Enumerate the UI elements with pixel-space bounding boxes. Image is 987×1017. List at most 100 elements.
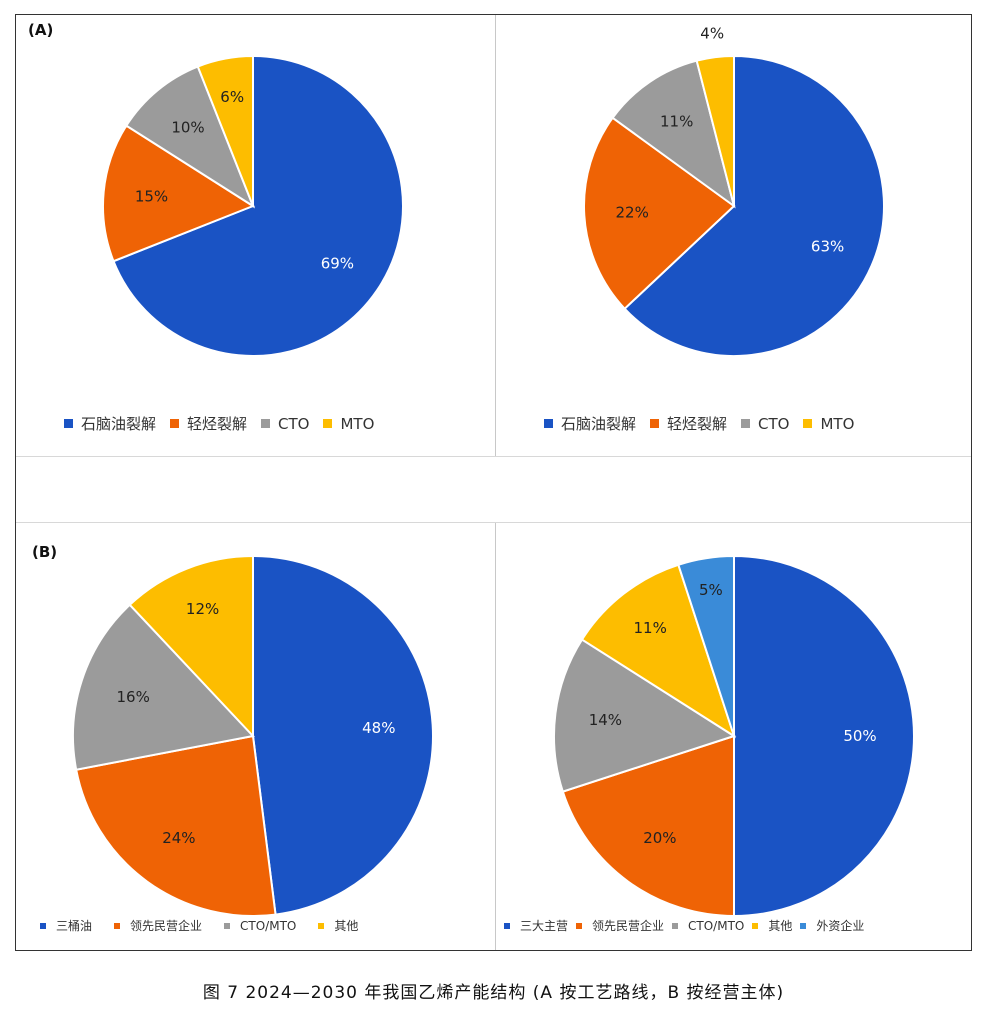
- panel-divider: [16, 522, 971, 523]
- legend-swatch: [261, 419, 271, 428]
- legend-item: 领先民营企业: [114, 917, 202, 934]
- legend-item: 三桶油: [40, 917, 92, 934]
- pie-data-label: 11%: [660, 113, 693, 131]
- pie-chart-a-right: 63% 22% 11% 4%: [583, 24, 885, 357]
- pie-slice: [128, 554, 254, 739]
- legend-swatch: [741, 419, 751, 428]
- pie-data-label: 69%: [321, 254, 354, 272]
- pie-data-label: 4%: [700, 24, 724, 42]
- legend-label: 领先民营企业: [592, 919, 665, 933]
- legend-item: 其他: [318, 917, 358, 934]
- legend-swatch: [318, 922, 325, 929]
- pie-data-label: 6%: [220, 88, 244, 106]
- legend-label: CTO: [278, 414, 310, 433]
- legend-item: 石脑油裂解: [544, 413, 636, 434]
- legend-item: 三大主营: [504, 917, 568, 934]
- legend-label: MTO: [820, 414, 855, 433]
- legend-label: 石脑油裂解: [81, 415, 157, 433]
- legend-label: 外资企业: [816, 919, 865, 933]
- legend-swatch: [672, 922, 679, 929]
- pie-slice: [75, 734, 277, 917]
- pie-data-label: 12%: [186, 600, 219, 618]
- pie-slice: [112, 54, 404, 357]
- pie-slice: [580, 563, 736, 739]
- panel-divider: [495, 15, 496, 456]
- pie-chart-a-left: 69% 15% 10% 6%: [102, 54, 404, 357]
- pie-slice: [252, 554, 434, 916]
- pie-slice: [72, 603, 255, 771]
- legend-swatch: [114, 922, 121, 929]
- figure-frame: (A) (B) 69% 15% 10% 6% 63% 22% 11% 4% 48% 24% 16…: [15, 14, 972, 951]
- pie-data-label: 10%: [171, 118, 204, 136]
- legend-label: 领先民营企业: [130, 919, 203, 933]
- legend-swatch: [40, 922, 46, 929]
- pie-slice: [623, 54, 885, 357]
- pie-chart-b-right: 50% 20% 14% 11% 5%: [553, 554, 915, 918]
- legend-b-right: 三大主营 领先民营企业 CTO/MTO 其他 外资企业: [504, 917, 872, 934]
- legend-swatch: [224, 922, 231, 929]
- legend-a-left: 石脑油裂解 轻烃裂解 CTO MTO: [64, 413, 388, 434]
- pie-data-label: 48%: [362, 719, 395, 737]
- pie-data-label: 63%: [811, 238, 844, 256]
- pie-data-label: 16%: [117, 688, 150, 706]
- pie-data-label: 24%: [162, 829, 195, 847]
- legend-item: MTO: [323, 415, 374, 433]
- legend-swatch: [650, 419, 660, 428]
- legend-label: 三桶油: [56, 919, 93, 933]
- legend-item: CTO/MTO: [672, 919, 744, 933]
- pie-data-label: 20%: [643, 829, 676, 847]
- legend-item: CTO/MTO: [224, 919, 296, 933]
- legend-label: 三大主营: [520, 919, 569, 933]
- legend-swatch: [576, 922, 583, 929]
- figure-caption: 图 7 2024—2030 年我国乙烯产能结构 (A 按工艺路线，B 按经营主体…: [202, 983, 785, 1003]
- legend-swatch: [64, 419, 73, 428]
- legend-swatch: [800, 922, 807, 929]
- legend-item: CTO: [741, 415, 789, 433]
- pie-data-label: 50%: [843, 727, 876, 745]
- pie-data-label: 22%: [616, 203, 649, 221]
- legend-item: 轻烃裂解: [650, 413, 727, 434]
- legend-label: 轻烃裂解: [667, 415, 728, 433]
- pie-slice: [695, 54, 735, 207]
- legend-item: CTO: [261, 415, 309, 433]
- legend-swatch: [544, 419, 553, 428]
- legend-item: 其他: [752, 917, 792, 934]
- pie-slice: [196, 54, 254, 207]
- legend-b-left: 三桶油 领先民营企业 CTO/MTO 其他: [40, 917, 380, 934]
- legend-label: 石脑油裂解: [561, 415, 637, 433]
- pie-slice: [553, 638, 737, 793]
- pie-data-label: 14%: [589, 711, 622, 729]
- legend-item: 石脑油裂解: [64, 413, 156, 434]
- pie-slice: [611, 59, 736, 209]
- legend-label: CTO/MTO: [240, 918, 297, 933]
- pie-slice: [583, 116, 736, 311]
- legend-label: 其他: [768, 919, 793, 933]
- panel-divider: [495, 522, 496, 950]
- legend-swatch: [803, 419, 813, 428]
- pie-slice: [124, 65, 256, 209]
- legend-label: CTO/MTO: [688, 918, 745, 933]
- pie-slice: [677, 554, 735, 737]
- pie-data-label: 5%: [699, 581, 723, 599]
- pie-data-label: 11%: [634, 619, 667, 637]
- pie-data-label: 15%: [135, 187, 168, 205]
- legend-swatch: [323, 419, 333, 428]
- panel-label-a: (A): [28, 21, 54, 39]
- legend-a-right: 石脑油裂解 轻烃裂解 CTO MTO: [544, 413, 868, 434]
- legend-label: MTO: [340, 414, 375, 433]
- legend-item: 领先民营企业: [576, 917, 664, 934]
- legend-label: CTO: [758, 414, 790, 433]
- legend-swatch: [504, 922, 510, 929]
- pie-slice: [102, 124, 256, 263]
- panel-label-b: (B): [32, 543, 58, 561]
- legend-swatch: [752, 922, 759, 929]
- legend-label: 其他: [334, 919, 359, 933]
- pie-slice: [733, 554, 915, 918]
- legend-item: 轻烃裂解: [170, 413, 247, 434]
- legend-swatch: [170, 419, 180, 428]
- legend-item: MTO: [803, 415, 854, 433]
- panel-divider: [16, 456, 971, 457]
- legend-label: 轻烃裂解: [187, 415, 248, 433]
- legend-item: 外资企业: [800, 917, 864, 934]
- pie-chart-b-left: 48% 24% 16% 12%: [72, 554, 434, 917]
